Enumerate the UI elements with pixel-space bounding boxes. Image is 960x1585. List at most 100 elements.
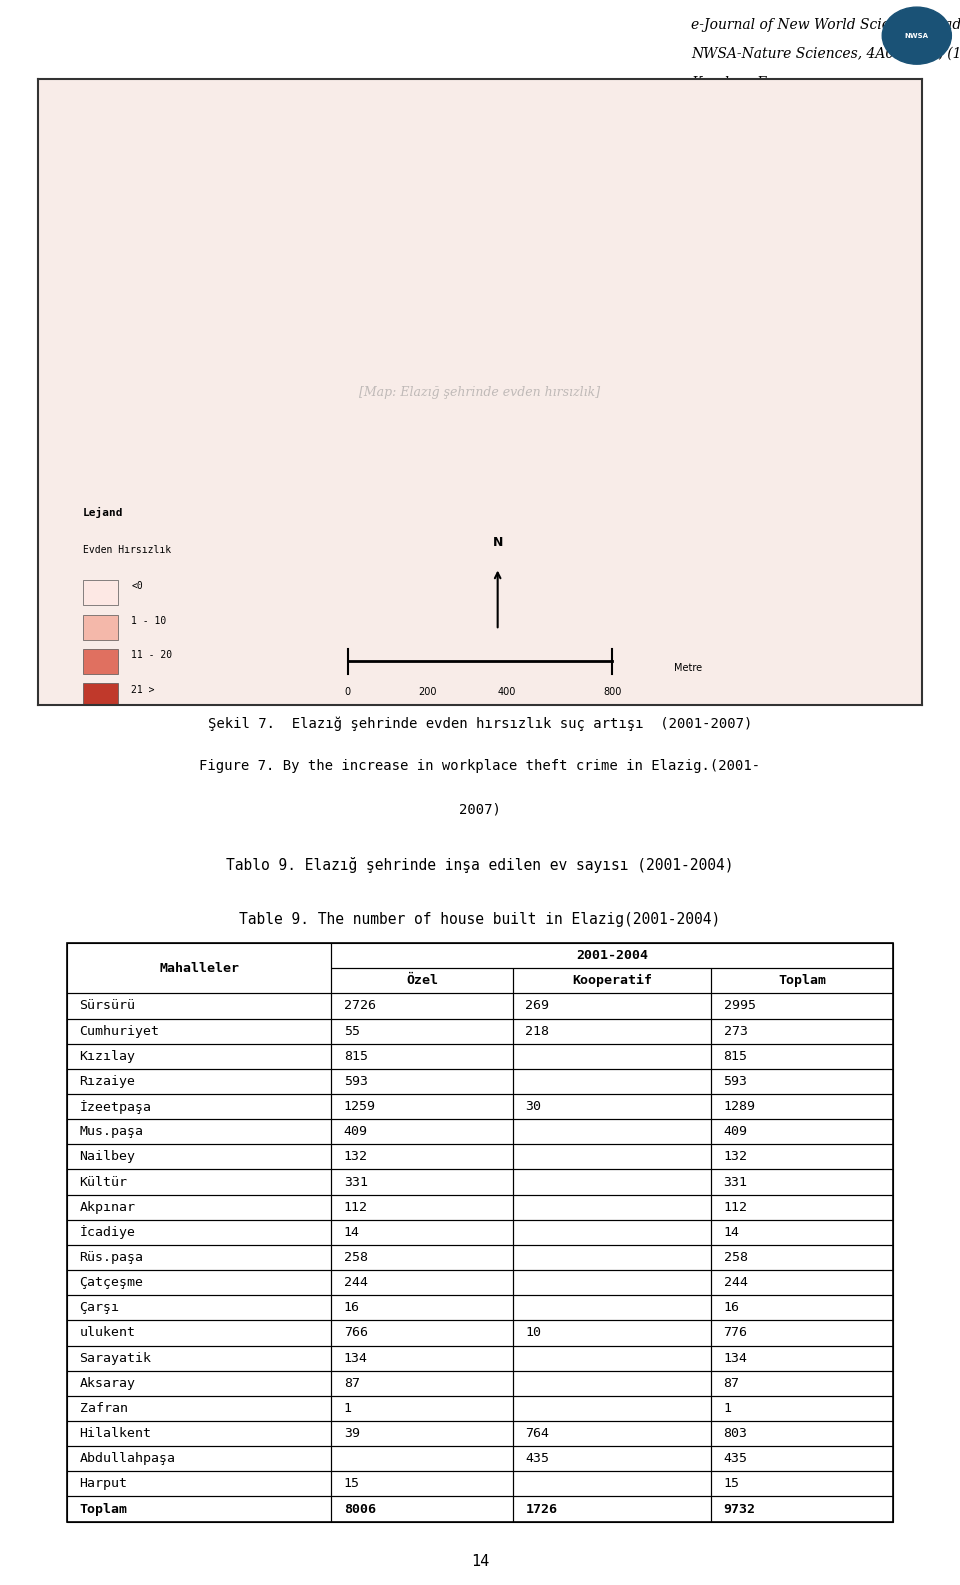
Text: 11 - 20: 11 - 20 — [132, 650, 172, 661]
Text: 269: 269 — [525, 1000, 549, 1013]
Text: Evden Hırsızlık: Evden Hırsızlık — [83, 545, 171, 555]
Text: 55: 55 — [344, 1024, 360, 1038]
Text: 0: 0 — [345, 686, 350, 696]
Text: 435: 435 — [724, 1452, 748, 1465]
Text: 21 >: 21 > — [132, 685, 155, 694]
Text: 15: 15 — [724, 1477, 739, 1490]
Text: 244: 244 — [344, 1276, 368, 1289]
Text: 258: 258 — [724, 1251, 748, 1263]
Text: Nailbey: Nailbey — [80, 1151, 135, 1163]
Text: 87: 87 — [344, 1377, 360, 1390]
Text: 273: 273 — [724, 1024, 748, 1038]
Text: 30: 30 — [525, 1100, 541, 1113]
Text: 1259: 1259 — [344, 1100, 375, 1113]
Text: 1 - 10: 1 - 10 — [132, 617, 166, 626]
Text: Aksaray: Aksaray — [80, 1377, 135, 1390]
Text: Lejand: Lejand — [83, 507, 123, 517]
Text: Tablo 9. Elazığ şehrinde inşa edilen ev sayısı (2001-2004): Tablo 9. Elazığ şehrinde inşa edilen ev … — [227, 856, 733, 873]
Text: 803: 803 — [724, 1426, 748, 1441]
Text: 766: 766 — [344, 1327, 368, 1339]
Text: Toplam: Toplam — [778, 975, 826, 987]
Text: 2007): 2007) — [459, 802, 501, 816]
Text: 1289: 1289 — [724, 1100, 756, 1113]
Text: 8006: 8006 — [344, 1503, 375, 1515]
Text: Cumhuriyet: Cumhuriyet — [80, 1024, 159, 1038]
Text: Mahalleler: Mahalleler — [159, 962, 239, 975]
Text: 200: 200 — [418, 686, 436, 696]
Text: 2001-2004: 2001-2004 — [576, 949, 648, 962]
Text: 244: 244 — [724, 1276, 748, 1289]
Text: Toplam: Toplam — [80, 1503, 128, 1515]
Text: 1726: 1726 — [525, 1503, 558, 1515]
Text: 2995: 2995 — [724, 1000, 756, 1013]
Text: 15: 15 — [344, 1477, 360, 1490]
Text: NWSA: NWSA — [904, 33, 928, 38]
Text: 132: 132 — [724, 1151, 748, 1163]
Text: 10: 10 — [525, 1327, 541, 1339]
Text: Metre: Metre — [674, 663, 703, 672]
Text: 134: 134 — [344, 1352, 368, 1365]
Text: 331: 331 — [344, 1176, 368, 1189]
Text: Kültür: Kültür — [80, 1176, 128, 1189]
Text: Kızılay: Kızılay — [80, 1049, 135, 1064]
Text: 776: 776 — [724, 1327, 748, 1339]
Text: NWSA-Nature Sciences, 4A0050, 8, (1), 1-25.: NWSA-Nature Sciences, 4A0050, 8, (1), 1-… — [691, 46, 960, 60]
Text: 815: 815 — [724, 1049, 748, 1064]
Text: 39: 39 — [344, 1426, 360, 1441]
Text: 331: 331 — [724, 1176, 748, 1189]
Text: Mus.paşa: Mus.paşa — [80, 1125, 144, 1138]
Circle shape — [882, 6, 951, 63]
FancyBboxPatch shape — [83, 615, 118, 640]
Text: Harput: Harput — [80, 1477, 128, 1490]
Text: Akpınar: Akpınar — [80, 1201, 135, 1214]
Text: 1: 1 — [344, 1401, 351, 1415]
Text: ulukent: ulukent — [80, 1327, 135, 1339]
Text: Figure 7. By the increase in workplace theft crime in Elazig.(2001-: Figure 7. By the increase in workplace t… — [200, 759, 760, 773]
Text: 112: 112 — [724, 1201, 748, 1214]
Text: 593: 593 — [344, 1075, 368, 1087]
Text: 800: 800 — [603, 686, 622, 696]
Text: İzeetpaşa: İzeetpaşa — [80, 1100, 152, 1114]
Text: 2726: 2726 — [344, 1000, 375, 1013]
Text: 400: 400 — [497, 686, 516, 696]
Text: 409: 409 — [344, 1125, 368, 1138]
Text: Özel: Özel — [406, 975, 438, 987]
Text: 593: 593 — [724, 1075, 748, 1087]
Text: 16: 16 — [724, 1301, 739, 1314]
Text: Hilalkent: Hilalkent — [80, 1426, 152, 1441]
Text: <0: <0 — [132, 582, 143, 591]
Text: 9732: 9732 — [724, 1503, 756, 1515]
Text: Çatçeşme: Çatçeşme — [80, 1276, 144, 1289]
Text: Kooperatif: Kooperatif — [572, 975, 652, 987]
Text: İcadiye: İcadiye — [80, 1225, 135, 1239]
Text: Rızaiye: Rızaiye — [80, 1075, 135, 1087]
FancyBboxPatch shape — [83, 648, 118, 674]
Text: 132: 132 — [344, 1151, 368, 1163]
Text: 87: 87 — [724, 1377, 739, 1390]
Text: Çarşı: Çarşı — [80, 1301, 120, 1314]
Text: 815: 815 — [344, 1049, 368, 1064]
Text: Table 9. The number of house built in Elazig(2001-2004): Table 9. The number of house built in El… — [239, 911, 721, 927]
Text: 14: 14 — [470, 1553, 490, 1569]
Text: Zafran: Zafran — [80, 1401, 128, 1415]
Text: 435: 435 — [525, 1452, 549, 1465]
Text: Rüs.paşa: Rüs.paşa — [80, 1251, 144, 1263]
Text: 14: 14 — [724, 1225, 739, 1239]
Text: 1: 1 — [724, 1401, 732, 1415]
FancyBboxPatch shape — [83, 683, 118, 708]
Text: 409: 409 — [724, 1125, 748, 1138]
Text: 764: 764 — [525, 1426, 549, 1441]
Text: [Map: Elazığ şehrinde evden hırsızlık]: [Map: Elazığ şehrinde evden hırsızlık] — [359, 385, 601, 399]
Text: Sarayatik: Sarayatik — [80, 1352, 152, 1365]
Text: e-Journal of New World Sciences Academy: e-Journal of New World Sciences Academy — [691, 17, 960, 32]
Text: 14: 14 — [344, 1225, 360, 1239]
Text: Sürsürü: Sürsürü — [80, 1000, 135, 1013]
Text: 16: 16 — [344, 1301, 360, 1314]
FancyBboxPatch shape — [83, 580, 118, 605]
Text: 258: 258 — [344, 1251, 368, 1263]
Text: 112: 112 — [344, 1201, 368, 1214]
Text: 134: 134 — [724, 1352, 748, 1365]
Text: N: N — [492, 536, 503, 548]
Text: 218: 218 — [525, 1024, 549, 1038]
Text: Abdullahpaşa: Abdullahpaşa — [80, 1452, 176, 1465]
